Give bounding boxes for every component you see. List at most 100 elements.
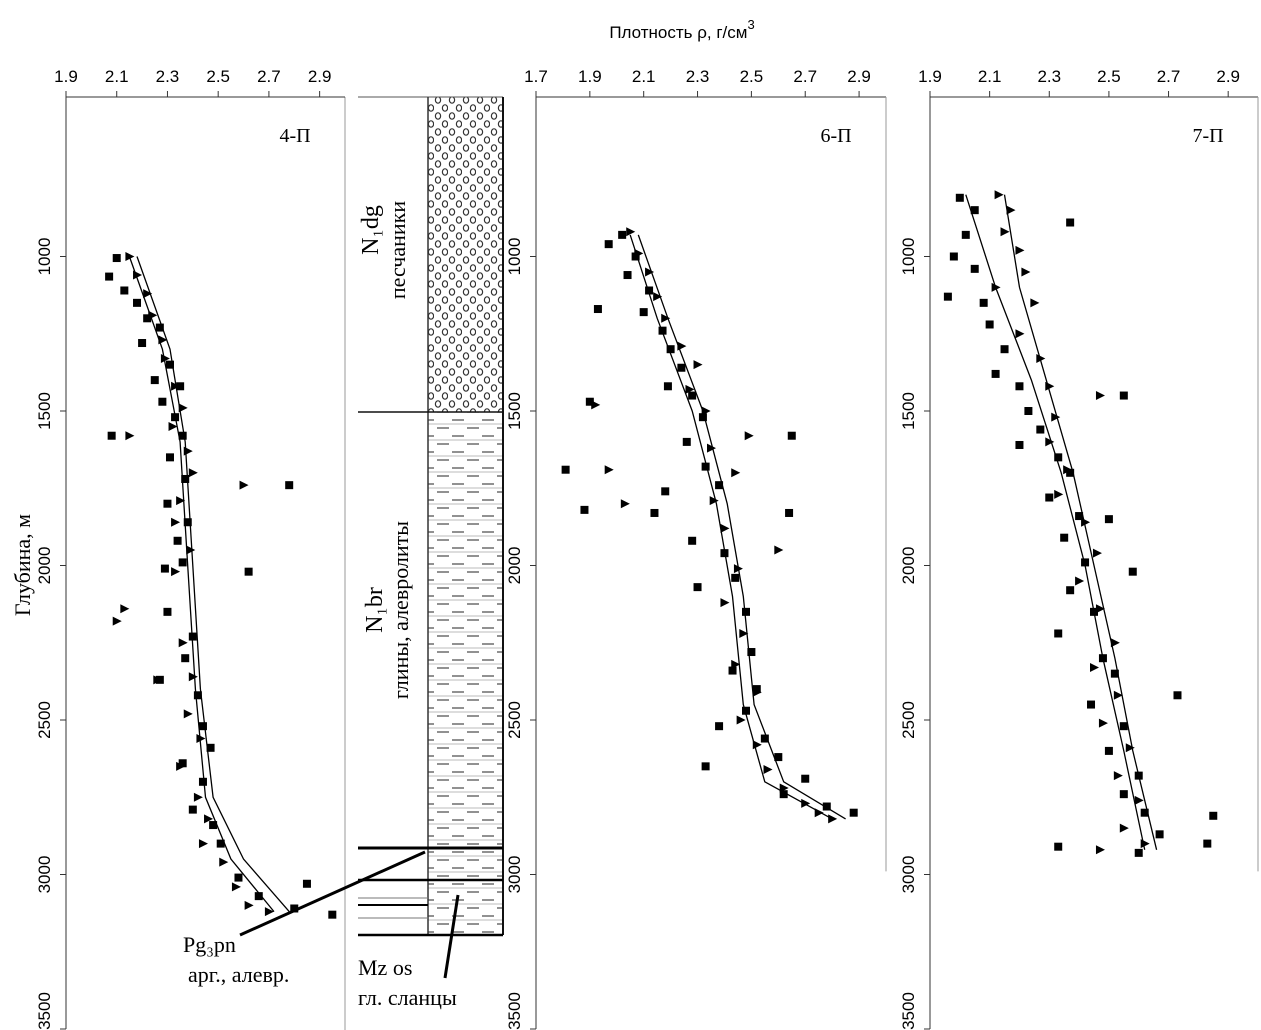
square-point: [171, 413, 180, 422]
y-tick-label: 2000: [505, 547, 524, 585]
triangle-point: [991, 282, 1001, 292]
triangle-point: [219, 857, 229, 867]
x-tick-label: 2.9: [308, 67, 332, 86]
square-point: [682, 437, 691, 446]
triangle-point: [720, 523, 730, 533]
triangle-point: [1095, 604, 1105, 614]
x-tick-label: 2.3: [1037, 67, 1061, 86]
square-point: [1203, 839, 1212, 848]
square-point: [112, 254, 121, 263]
triangle-point: [143, 289, 153, 299]
triangle-point: [801, 798, 811, 808]
square-point: [107, 431, 116, 440]
square-point: [693, 583, 702, 592]
square-point: [747, 648, 756, 657]
unit-name: песчаники: [385, 201, 410, 299]
triangle-point: [1054, 489, 1064, 499]
square-point: [285, 481, 294, 490]
square-point: [1066, 586, 1075, 595]
square-point: [209, 821, 218, 830]
triangle-point: [178, 638, 188, 648]
square-point: [1015, 440, 1024, 449]
y-tick-label: 2500: [899, 701, 918, 739]
square-point: [244, 567, 253, 576]
square-point: [1066, 218, 1075, 227]
panel-title: 7-П: [1192, 125, 1223, 147]
y-tick-label: 1500: [899, 392, 918, 430]
triangle-point: [198, 839, 208, 849]
triangle-point: [731, 468, 741, 478]
square-point: [290, 904, 299, 913]
y-tick-label: 3000: [35, 856, 54, 894]
triangle-point: [693, 360, 703, 370]
triangle-point: [685, 384, 695, 394]
triangle-point: [1119, 823, 1129, 833]
square-point: [1036, 425, 1045, 434]
square-point: [585, 397, 594, 406]
triangle-point: [1095, 845, 1105, 855]
x-tick-label: 1.9: [918, 67, 942, 86]
panel: 1.9 2.1 2.3 2.5 2.7 2.9 1000 1500 2000 2500 3000 35…: [35, 67, 345, 1030]
lithology-column: N₁dg песчаники N₁br глины, алевролиты Pg…: [183, 96, 504, 1030]
panel: 1.9 2.1 2.3 2.5 2.7 2.9 1000 1500 2000 2500 3000 35…: [899, 67, 1259, 1030]
square-point: [181, 654, 190, 663]
square-point: [639, 308, 648, 317]
y-tick-label: 1500: [35, 392, 54, 430]
square-point: [150, 376, 159, 385]
square-point: [1024, 407, 1033, 415]
square-point: [188, 632, 197, 641]
square-point: [1110, 669, 1119, 678]
triangle-point: [1006, 205, 1016, 215]
square-point: [160, 564, 169, 573]
x-tick-label: 2.7: [1157, 67, 1181, 86]
square-point: [698, 413, 707, 422]
triangle-point: [744, 431, 754, 441]
square-point: [1075, 512, 1084, 521]
triangle-point: [736, 715, 746, 725]
triangle-point: [733, 564, 743, 574]
triangle-point: [196, 734, 206, 744]
triangle-point: [763, 764, 773, 774]
x-tick-label: 1.9: [578, 67, 602, 86]
x-axis-title: Плотность ρ, г/см3: [609, 17, 754, 42]
square-point: [688, 536, 697, 545]
triangle-point: [626, 227, 636, 237]
triangle-point: [178, 403, 188, 413]
square-point: [1134, 771, 1143, 780]
triangle-point: [661, 313, 671, 323]
x-tick-label: 2.7: [793, 67, 817, 86]
x-axis-title-text: Плотность ρ, г/см: [609, 23, 747, 42]
triangle-point: [653, 292, 663, 302]
triangle-point: [1110, 638, 1120, 648]
triangle-point: [752, 740, 762, 750]
triangle-point: [709, 496, 719, 506]
triangle-point: [1015, 245, 1025, 255]
triangle-point: [1092, 548, 1102, 558]
y-tick-label: 3500: [35, 992, 54, 1030]
square-point: [663, 382, 672, 391]
triangle-point: [677, 341, 687, 351]
triangle-point: [231, 882, 241, 892]
square-point: [1066, 468, 1075, 477]
triangle-point: [720, 598, 730, 608]
x-axis-title-sup: 3: [747, 17, 754, 32]
square-point: [677, 363, 686, 372]
square-point: [688, 391, 697, 400]
x-tick-label: 2.9: [1216, 67, 1240, 86]
x-tick-label: 2.1: [632, 67, 656, 86]
square-point: [105, 272, 114, 281]
square-point: [728, 666, 737, 675]
square-point: [1119, 790, 1128, 799]
square-point: [822, 802, 831, 811]
x-tick-label: 2.3: [686, 67, 710, 86]
triangle-point: [204, 814, 214, 824]
square-point: [618, 230, 627, 239]
square-point: [1140, 808, 1149, 817]
square-point: [1081, 558, 1090, 567]
square-point: [760, 734, 769, 743]
square-point: [188, 805, 197, 814]
y-tick-label: 3000: [899, 856, 918, 894]
triangle-point: [133, 270, 143, 280]
square-point: [961, 230, 970, 239]
square-point: [133, 298, 142, 307]
